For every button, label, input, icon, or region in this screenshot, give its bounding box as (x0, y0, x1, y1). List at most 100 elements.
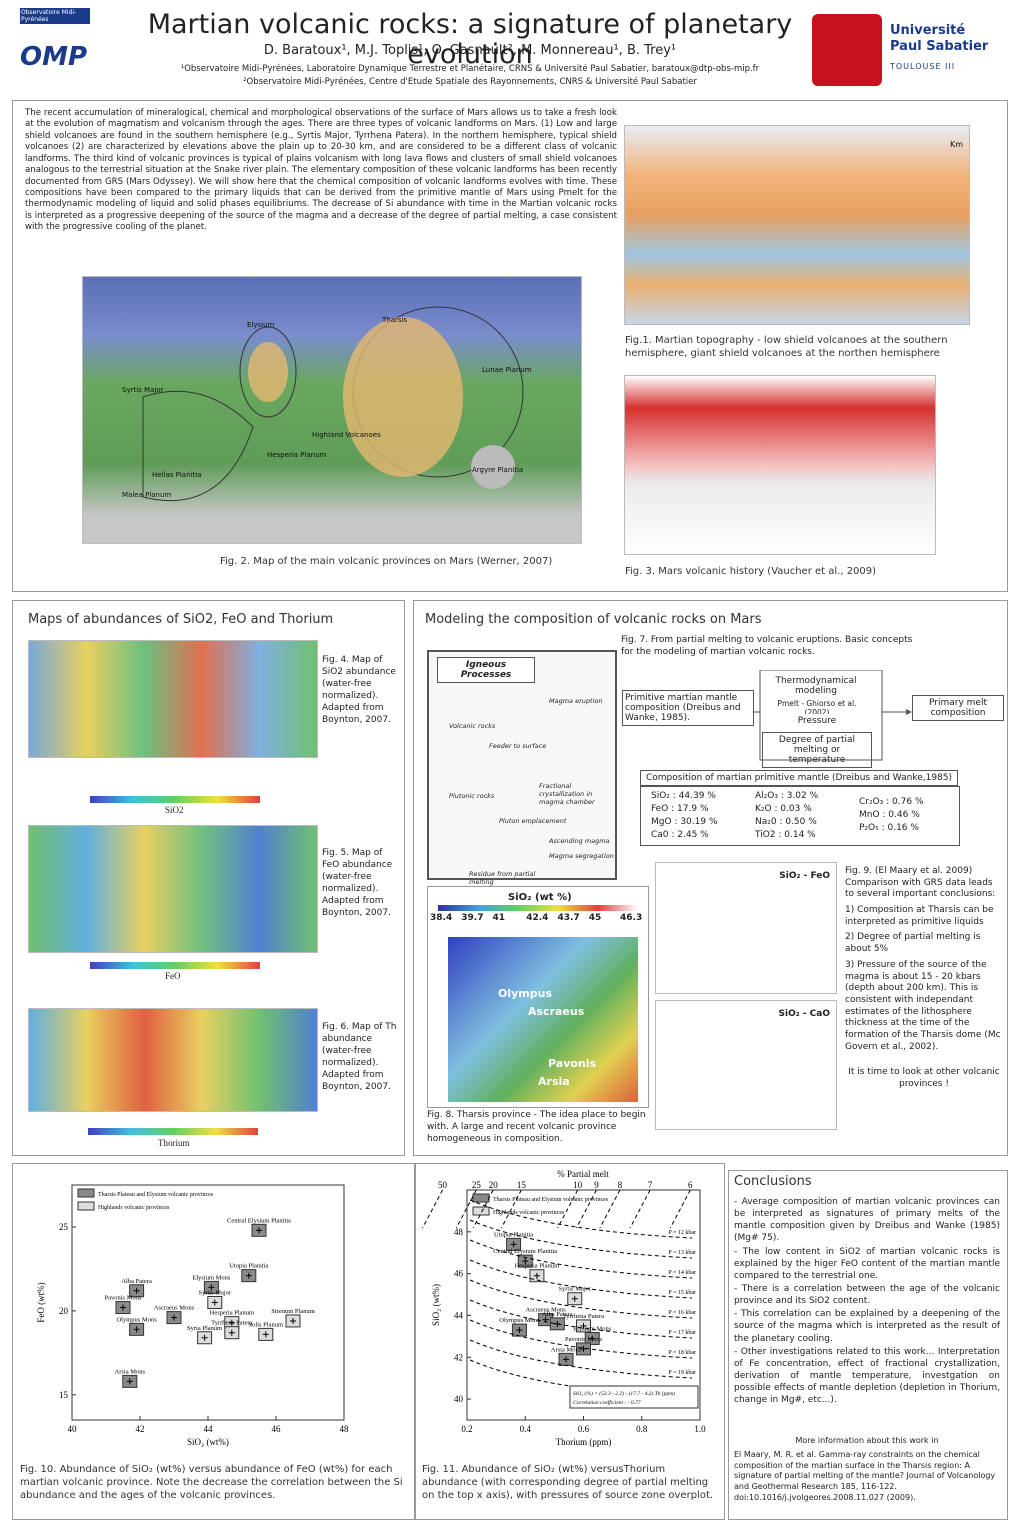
point-label: Pavonis Mons (104, 1295, 141, 1302)
point-cross (580, 1345, 587, 1352)
colorbar-label: FeO (165, 971, 181, 981)
caption: Fig.1. Martian topography - low shield v… (625, 335, 948, 359)
x-tick-label: 44 (204, 1424, 214, 1434)
fig9-text: 3) Pressure of the source of the magma i… (845, 959, 1001, 1052)
top-tick-label: 8 (618, 1180, 623, 1190)
fig2-map (82, 276, 582, 544)
point-label: Solis Planum (249, 1321, 284, 1328)
conclusion-item: - This correlation can be explained by a… (734, 1309, 1000, 1344)
flow-box: Primary melt composition (912, 695, 1004, 721)
point-label: Hesperia Planum (515, 1263, 560, 1270)
melt-line (557, 1189, 579, 1229)
x-tick-label: 40 (68, 1424, 78, 1434)
diagram-label: Magma eruption (549, 697, 603, 705)
point-cross (510, 1241, 517, 1248)
point-cross (533, 1272, 540, 1279)
melt-line (422, 1189, 443, 1229)
point-cross (126, 1378, 133, 1385)
point-label: Central Elysium Planitia (227, 1217, 291, 1224)
diagram-label: Plutonic rocks (449, 792, 495, 800)
flow-text: Pmelt - Ghiorso et al. (2002) (762, 697, 872, 719)
map-label: Lunae Planum (482, 366, 532, 374)
panel (415, 1163, 725, 1520)
point-label: Elysium Mons (192, 1274, 231, 1281)
map-label: Argyre Planitia (472, 466, 524, 474)
point-label: Syrtis Major (558, 1286, 592, 1293)
pressure-label: P = 14 kbar (668, 1270, 696, 1276)
point-label: Pavonis Mons (565, 1336, 602, 1343)
volcano-label: Arsia (538, 1075, 570, 1088)
pressure-label: P = 15 kbar (668, 1290, 696, 1296)
x-tick-label: 48 (340, 1424, 350, 1434)
caption: Fig. 5. Map of FeO abundance (water-free… (322, 848, 393, 918)
flow-box: Primitive martian mantle composition (Dr… (622, 690, 754, 726)
diagram-label: Magma segregation (549, 852, 614, 860)
point-label: Ascraeus Mons (154, 1305, 195, 1312)
point-cross (120, 1304, 126, 1311)
x-tick-label: 0.8 (636, 1424, 648, 1434)
conclusion-item: - There is a correlation between the age… (734, 1283, 1000, 1307)
colorbar-tick: 46.3 (620, 913, 643, 923)
point-cross (208, 1284, 215, 1291)
fig10-chart: 40 42 44 46 48 15 20 25 SiO₂ (wt%) FeO (wt%) Thars… (36, 1184, 350, 1447)
map-label: Elysium (247, 321, 275, 329)
reference: El Maary, M. R. et al. Gamma-ray constra… (734, 1450, 996, 1502)
y-tick-label: 44 (454, 1310, 464, 1320)
colorbar-tick: 45 (588, 913, 602, 923)
top-axis-label: % Partial melt (557, 1169, 609, 1179)
affiliation: ²Observatoire Midi-Pyrénées, Centre d'Et… (243, 77, 697, 87)
diagram-label: Ascending magma (549, 837, 610, 845)
point-cross (522, 1258, 529, 1265)
x-tick-label: 0.4 (520, 1424, 532, 1434)
map-label: Hellas Planitia (152, 471, 202, 479)
composition-title: Composition of martian primitive mantle … (640, 770, 958, 786)
logo-text: Paul Sabatier (890, 39, 989, 54)
melt-line (500, 1189, 522, 1229)
fig6-map (28, 1008, 318, 1112)
caption: Fig. 7. From partial melting to volcanic… (621, 635, 913, 657)
map-label: Syrtis Major (122, 386, 164, 394)
legend-label: Tharsis Plateau and Elysium volcanic pro… (493, 1197, 609, 1203)
colorbar-title: SiO₂ (wt %) (508, 892, 572, 903)
point-label: Sirenum Planum (271, 1308, 315, 1315)
legend-swatch (77, 1188, 95, 1198)
formula-box (569, 1385, 699, 1409)
fig9-text: Fig. 9. (El Maary et al. 2009) Compariso… (845, 866, 1003, 1095)
legend-label: Highlands volcanic provinces (98, 1205, 170, 1211)
composition-item: K₂O : 0.03 % (755, 804, 812, 814)
fig8-map: SiO₂ (wt %) 38.4 39.7 41 42.4 43.7 45 46.3 Oly… (427, 886, 649, 1108)
volcano-label: Ascraeus (528, 1005, 585, 1018)
y-tick-label: 40 (454, 1394, 464, 1404)
pressure-curve (469, 1339, 693, 1379)
fig2-labels: Elysium Tharsis Syrtis Major Hesperia Planu… (82, 276, 582, 544)
logo-text: Université (890, 23, 966, 38)
composition-item: Na₂0 : 0.50 % (755, 817, 817, 827)
point-cross (290, 1317, 296, 1324)
logo-text: Observatoire Midi-Pyrénées (20, 8, 90, 24)
map-image (448, 937, 638, 1102)
y-tick-label: 15 (59, 1390, 69, 1400)
composition-item: MnO : 0.46 % (859, 810, 920, 820)
section-heading: Conclusions (734, 1174, 812, 1189)
melt-line (599, 1189, 621, 1229)
diagram-label: Pluton emplacement (499, 817, 567, 825)
pressure-curve (469, 1279, 693, 1319)
point-label: Olympus Mons (499, 1317, 540, 1324)
point-label: Hesperia Planum (210, 1310, 255, 1317)
point-label: Arsia Mons (551, 1346, 582, 1353)
y-tick-label: 46 (454, 1269, 464, 1279)
point-cross (580, 1322, 587, 1329)
colorbar-tick: 38.4 (430, 913, 453, 923)
caption: Fig. 3. Mars volcanic history (Vaucher e… (625, 566, 877, 577)
top-tick-label: 6 (688, 1180, 693, 1190)
point-cross (228, 1319, 235, 1326)
point-label: Utopia Planitia (494, 1231, 533, 1238)
composition-box: SiO₂ : 44.39 % FeO : 17.9 % MgO : 30.19 % C… (640, 786, 960, 846)
composition-item: Ca0 : 2.45 % (651, 830, 709, 840)
top-tick-label: 15 (517, 1180, 527, 1190)
panel (12, 1163, 415, 1520)
x-tick-label: 0.6 (578, 1424, 590, 1434)
point-label: Utopia Planitia (229, 1263, 268, 1270)
composition-item: Cr₂O₃ : 0.76 % (859, 797, 924, 807)
